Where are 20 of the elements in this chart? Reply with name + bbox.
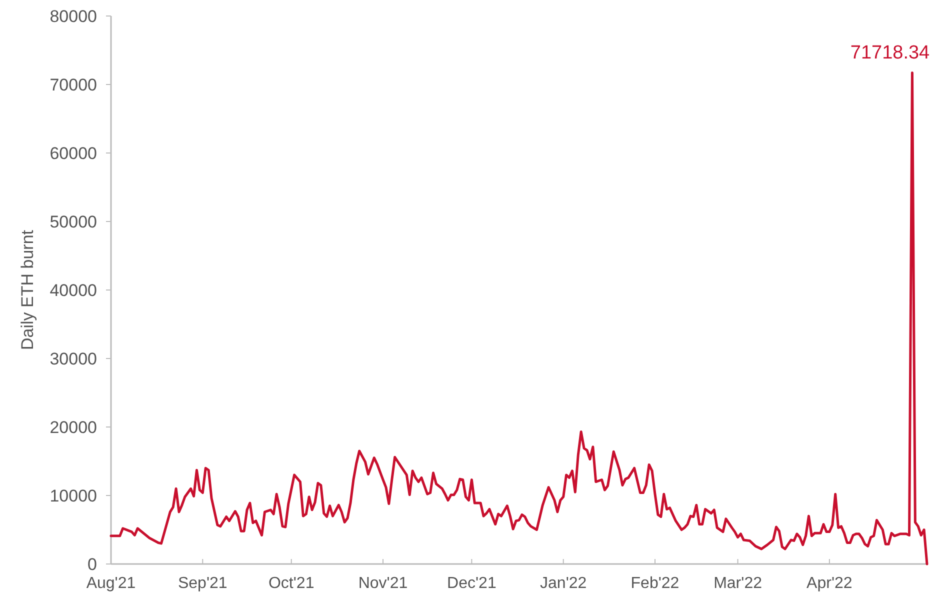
x-tick-label: Aug'21 <box>86 575 136 592</box>
x-tick-label: Oct'21 <box>268 575 314 592</box>
x-tick-label: Jan'22 <box>540 575 587 592</box>
x-tick-label: Mar'22 <box>714 575 762 592</box>
y-tick-label: 30000 <box>50 349 97 368</box>
y-tick-label: 40000 <box>50 280 97 300</box>
y-tick-label: 20000 <box>50 418 97 437</box>
y-tick-label: 80000 <box>50 6 97 26</box>
x-tick-label: Sep'21 <box>178 575 228 592</box>
y-tick-label: 10000 <box>50 486 97 506</box>
y-axis-title: Daily ETH burnt <box>18 230 37 350</box>
annotation: 71718.34 <box>850 42 930 64</box>
y-tick-label: 0 <box>88 554 97 574</box>
y-tick-label: 60000 <box>50 144 97 163</box>
x-tick-label: Dec'21 <box>447 575 496 592</box>
x-tick-label: Apr'22 <box>806 575 852 592</box>
x-tick-label: Feb'22 <box>630 575 680 592</box>
y-tick-label: 70000 <box>50 75 97 94</box>
y-tick-label: 50000 <box>50 212 97 232</box>
x-tick-label: Nov'21 <box>358 575 408 592</box>
